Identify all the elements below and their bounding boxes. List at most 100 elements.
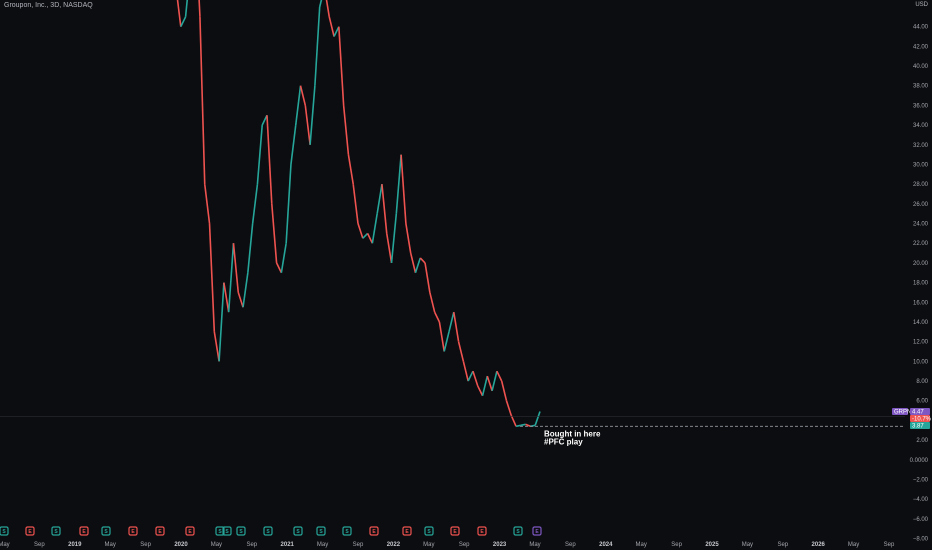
event-earnings-icon[interactable]: [79, 526, 89, 536]
y-axis[interactable]: 44.00 42.00 40.00 38.00 36.00 34.00 32.00 30.00…: [910, 25, 929, 543]
price-segment: [352, 184, 359, 224]
x-tick-label: May: [0, 542, 10, 548]
price-segment: [491, 370, 498, 392]
y-tick-label: 38.00: [913, 84, 929, 90]
price-segment: [247, 223, 254, 273]
event-dividend-icon[interactable]: [513, 526, 523, 536]
y-tick-label: 40.00: [913, 64, 929, 70]
price-segment: [266, 115, 273, 204]
change-tag: -10.7%: [912, 417, 932, 423]
x-tick-label: Sep: [459, 542, 470, 548]
price-segment: [342, 105, 350, 155]
y-tick-label: 22.00: [913, 241, 929, 247]
symbol-title: Groupon, Inc., 3D, NASDAQ: [4, 2, 93, 9]
event-label: S: [225, 529, 229, 535]
y-tick-label: 44.00: [913, 25, 929, 31]
event-earnings-icon[interactable]: [477, 526, 487, 536]
price-segment: [525, 423, 531, 428]
event-earnings-icon[interactable]: [402, 526, 412, 536]
event-label: E: [28, 529, 32, 535]
x-tick-label: Sep: [140, 542, 151, 548]
price-segment: [318, 0, 323, 8]
price-segment: [309, 85, 316, 145]
price-segment: [270, 203, 278, 263]
event-label: S: [54, 529, 58, 535]
price-segment: [290, 125, 297, 165]
event-future-icon[interactable]: [532, 526, 542, 536]
price-segment: [304, 105, 311, 145]
event-label: S: [104, 529, 108, 535]
event-earnings-icon[interactable]: [25, 526, 35, 536]
price-segment: [294, 85, 302, 126]
event-label: S: [2, 529, 6, 535]
event-dividend-icon[interactable]: [0, 526, 9, 536]
price-segment: [452, 311, 460, 342]
event-dividend-icon[interactable]: [263, 526, 273, 536]
y-tick-label: 28.00: [913, 182, 929, 188]
price-segment: [251, 184, 259, 224]
price-segment: [237, 292, 244, 308]
event-earnings-icon[interactable]: [185, 526, 195, 536]
y-tick-label: 6.00: [916, 399, 928, 405]
price-series: [176, 0, 541, 428]
price-segment: [409, 252, 417, 273]
event-earnings-icon[interactable]: [450, 526, 460, 536]
x-tick-label: Sep: [34, 542, 45, 548]
x-tick-label: May: [742, 542, 753, 548]
price-segment: [443, 331, 450, 352]
event-dividend-icon[interactable]: [316, 526, 326, 536]
price-segment: [462, 361, 469, 382]
price-segment: [325, 0, 331, 17]
event-label: S: [345, 529, 349, 535]
x-tick-label: May: [317, 542, 328, 548]
currency-label: USD: [915, 2, 928, 8]
x-axis[interactable]: May Sep 2019 May Sep 2020 May Sep 2021 May Sep 2022…: [0, 542, 895, 548]
x-tick-label: Sep: [353, 542, 364, 548]
event-earnings-icon[interactable]: [128, 526, 138, 536]
price-segment: [438, 321, 446, 352]
y-tick-label: 14.00: [913, 320, 929, 326]
price-segment: [261, 114, 268, 126]
price-segment: [405, 223, 412, 254]
y-tick-label: −8.00: [913, 537, 929, 543]
price-segment: [180, 16, 187, 28]
event-label: E: [405, 529, 409, 535]
event-label: E: [535, 529, 539, 535]
y-tick-label: 36.00: [913, 103, 929, 109]
event-dividend-icon[interactable]: [424, 526, 434, 536]
price-segment: [510, 415, 517, 427]
price-segment: [385, 233, 393, 264]
y-tick-label: 2.00: [916, 438, 928, 444]
price-segment: [184, 0, 189, 17]
y-tick-label: 26.00: [913, 202, 929, 208]
event-earnings-icon[interactable]: [155, 526, 165, 536]
x-tick-label: Sep: [777, 542, 788, 548]
price-segment: [515, 424, 522, 428]
y-tick-label: 12.00: [913, 340, 929, 346]
event-dividend-icon[interactable]: [101, 526, 111, 536]
price-segment: [477, 385, 484, 397]
annotation-text-line1[interactable]: Bought in here: [544, 429, 601, 438]
y-tick-label: 20.00: [913, 261, 929, 267]
event-dividend-icon[interactable]: [215, 526, 225, 536]
x-tick-label: 2023: [493, 542, 507, 548]
y-tick-label: −2.00: [913, 477, 929, 483]
price-segment: [203, 184, 211, 224]
price-segment: [314, 6, 321, 86]
current-price-tag[interactable]: GRPN 4.47 -10.7% 3.87: [892, 408, 932, 430]
y-tick-label: 42.00: [913, 44, 929, 50]
annotation-text-line2[interactable]: #PFC play: [544, 437, 583, 446]
x-tick-label: 2019: [68, 542, 82, 548]
event-earnings-icon[interactable]: [369, 526, 379, 536]
event-dividend-icon[interactable]: [51, 526, 61, 536]
event-dividend-icon[interactable]: [236, 526, 246, 536]
event-dividend-icon[interactable]: [293, 526, 303, 536]
event-dividend-icon[interactable]: [222, 526, 232, 536]
y-tick-label: −4.00: [913, 497, 929, 503]
event-label: E: [372, 529, 376, 535]
price-segment: [357, 223, 364, 239]
price-segment: [227, 243, 235, 313]
event-dividend-icon[interactable]: [342, 526, 352, 536]
